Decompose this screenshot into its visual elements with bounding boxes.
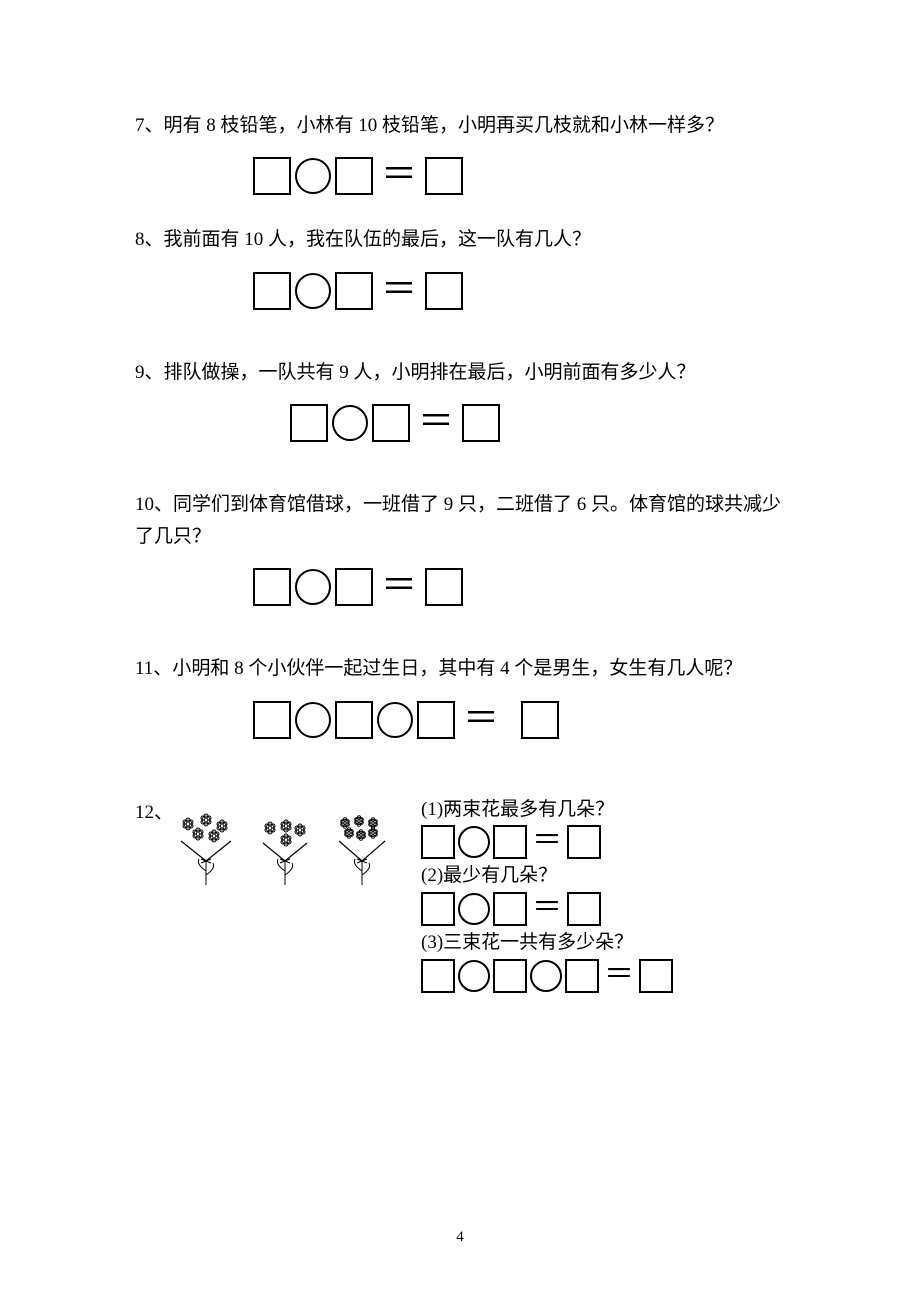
q9-number: 9 [135,362,145,383]
q11-number: 11 [135,658,153,679]
answer-box[interactable] [290,404,328,442]
operator-circle[interactable] [332,405,368,441]
q12-sub3: (3)三束花一共有多少朵？ [421,930,673,957]
question-11: 11、小明和 8 个小伙伴一起过生日，其中有 4 个是男生，女生有几人呢？ [135,653,790,685]
q12-sep: 、 [154,802,173,823]
answer-box[interactable] [567,825,601,859]
q8-sep: 、 [145,229,164,250]
q9-text: 排队做操，一队共有 9 人，小明排在最后，小明前面有多少人？ [164,362,696,383]
answer-box[interactable] [421,892,455,926]
answer-box[interactable] [567,892,601,926]
question-9: 9、排队做操，一队共有 9 人，小明排在最后，小明前面有多少人？ [135,357,790,389]
q12-number: 12 [135,802,154,823]
q7-text: 明有 8 枝铅笔，小林有 10 枝铅笔，小明再买几枝就和小林一样多？ [164,115,725,136]
q8-number: 8 [135,229,145,250]
operator-circle[interactable] [458,826,490,858]
operator-circle[interactable] [295,273,331,309]
answer-box[interactable] [425,272,463,310]
operator-circle[interactable] [295,702,331,738]
operator-circle[interactable] [458,960,490,992]
equals-sign: ＝ [530,826,564,858]
bouquet-icon [333,815,391,891]
q7-sep: 、 [145,115,164,136]
operator-circle[interactable] [295,158,331,194]
q11-sep: 、 [153,658,172,679]
q12-sub3-equation: ＝ [421,959,673,993]
answer-box[interactable] [372,404,410,442]
q12-label: 12、 [135,795,175,824]
worksheet-page: 7、明有 8 枝铅笔，小林有 10 枝铅笔，小明再买几枝就和小林一样多？ ＝ 8… [0,0,920,1302]
q12-sub2: (2)最少有几朵？ [421,863,673,890]
equals-sign: ＝ [459,700,503,740]
bouquet-icon [175,813,237,891]
operator-circle[interactable] [458,893,490,925]
q7-number: 7 [135,115,145,136]
q11-equation: ＝ [135,700,790,740]
answer-box[interactable] [425,157,463,195]
q7-equation: ＝ [135,156,790,196]
answer-box[interactable] [421,825,455,859]
question-7: 7、明有 8 枝铅笔，小林有 10 枝铅笔，小明再买几枝就和小林一样多？ [135,110,790,142]
answer-box[interactable] [253,272,291,310]
q9-sep: 、 [145,362,164,383]
equals-sign: ＝ [377,567,421,607]
q9-equation: ＝ [135,403,790,443]
answer-box[interactable] [417,701,455,739]
operator-circle[interactable] [295,569,331,605]
q10-text: 同学们到体育馆借球，一班借了 9 只，二班借了 6 只。体育馆的球共减少了几只？ [135,494,781,547]
answer-box[interactable] [639,959,673,993]
answer-box[interactable] [335,568,373,606]
answer-box[interactable] [521,701,559,739]
q11-text: 小明和 8 个小伙伴一起过生日，其中有 4 个是男生，女生有几人呢？ [172,658,742,679]
q8-equation: ＝ [135,271,790,311]
question-8: 8、我前面有 10 人，我在队伍的最后，这一队有几人？ [135,224,790,256]
q12-sub1: (1)两束花最多有几朵？ [421,797,673,824]
answer-box[interactable] [335,157,373,195]
answer-box[interactable] [493,959,527,993]
question-12: 12、 [135,795,790,997]
answer-box[interactable] [253,701,291,739]
answer-box[interactable] [253,157,291,195]
equals-sign: ＝ [414,403,458,443]
q12-subquestions: (1)两束花最多有几朵？ ＝ (2)最少有几朵？ ＝ (3)三束花一共有多少朵？ [421,795,673,997]
answer-box[interactable] [493,825,527,859]
operator-circle[interactable] [530,960,562,992]
question-10: 10、同学们到体育馆借球，一班借了 9 只，二班借了 6 只。体育馆的球共减少了… [135,489,790,554]
answer-box[interactable] [421,959,455,993]
q12-sub1-equation: ＝ [421,825,673,859]
answer-box[interactable] [253,568,291,606]
answer-box[interactable] [335,701,373,739]
bouquet-images [175,795,391,891]
bouquet-icon [255,819,315,891]
equals-sign: ＝ [377,156,421,196]
operator-circle[interactable] [377,702,413,738]
q10-sep: 、 [154,494,173,515]
q10-number: 10 [135,494,154,515]
page-number: 4 [0,1229,920,1246]
equals-sign: ＝ [377,271,421,311]
q12-sub2-equation: ＝ [421,892,673,926]
q8-text: 我前面有 10 人，我在队伍的最后，这一队有几人？ [164,229,592,250]
answer-box[interactable] [493,892,527,926]
answer-box[interactable] [425,568,463,606]
answer-box[interactable] [335,272,373,310]
equals-sign: ＝ [530,893,564,925]
answer-box[interactable] [565,959,599,993]
equals-sign: ＝ [602,960,636,992]
answer-box[interactable] [462,404,500,442]
q10-equation: ＝ [135,567,790,607]
